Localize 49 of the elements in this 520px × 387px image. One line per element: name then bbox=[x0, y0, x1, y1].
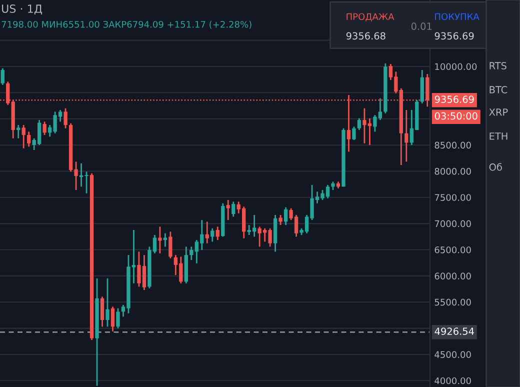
y-tick-label: 4000.00 bbox=[434, 377, 471, 384]
candlestick bbox=[232, 200, 236, 218]
text: ETH bbox=[490, 132, 508, 140]
candlestick bbox=[0, 68, 4, 86]
candlestick bbox=[404, 109, 408, 162]
candlestick bbox=[100, 296, 104, 328]
candlestick bbox=[27, 130, 31, 148]
candlestick bbox=[158, 226, 162, 254]
candlestick bbox=[64, 108, 68, 130]
text: ПОКУПКА bbox=[435, 13, 480, 20]
y-tick-label: 7000.00 bbox=[434, 220, 471, 228]
y-tick-label: 4500.00 bbox=[434, 351, 471, 358]
y-tick-label: 5500.00 bbox=[434, 298, 471, 306]
text: Об bbox=[489, 163, 502, 171]
candlestick bbox=[284, 206, 288, 226]
text: 03:50:00 bbox=[434, 112, 478, 120]
candlestick bbox=[205, 220, 209, 244]
candlestick bbox=[210, 228, 214, 242]
candlestick bbox=[168, 230, 172, 260]
text: 9356.69 bbox=[434, 32, 474, 40]
candlestick bbox=[163, 232, 168, 248]
y-tick-label: 6500.00 bbox=[434, 246, 471, 254]
candlestick bbox=[116, 308, 120, 330]
candlestick bbox=[190, 246, 194, 261]
y-tick-label: 8500.00 bbox=[434, 142, 471, 149]
annotation: 0.01 bbox=[411, 22, 432, 30]
candlestick bbox=[278, 214, 282, 226]
candlestick bbox=[106, 278, 110, 328]
annotation: US · 1Д bbox=[2, 4, 42, 14]
y-tick-label: 6000.00 bbox=[434, 272, 471, 280]
candlestick bbox=[226, 199, 230, 221]
ref-line-label: 9356.69 bbox=[434, 96, 474, 103]
annotation: 7198.00 МИН6551.00 ЗАКР6794.09 +151.17 (+2.28%) bbox=[2, 20, 252, 29]
y-tick-label: 8000.00 bbox=[434, 168, 471, 175]
text: BTC bbox=[490, 86, 508, 94]
candlestick bbox=[352, 126, 356, 141]
candlestick bbox=[22, 124, 26, 150]
candlestick bbox=[216, 226, 220, 241]
annotation: ПРОДАЖА bbox=[346, 13, 394, 22]
y-tick-label: 7500.00 bbox=[434, 194, 471, 201]
text: XRP bbox=[489, 108, 508, 116]
ref-line-label: 4926.54 bbox=[434, 328, 474, 335]
annotation: 9356.68 bbox=[346, 32, 386, 40]
candlestick bbox=[357, 118, 362, 131]
candlestick bbox=[42, 120, 46, 136]
text: RTS bbox=[490, 62, 506, 70]
candlestick bbox=[110, 306, 115, 332]
candlestick bbox=[16, 124, 20, 140]
y-tick-label: 10000.00 bbox=[435, 63, 477, 70]
